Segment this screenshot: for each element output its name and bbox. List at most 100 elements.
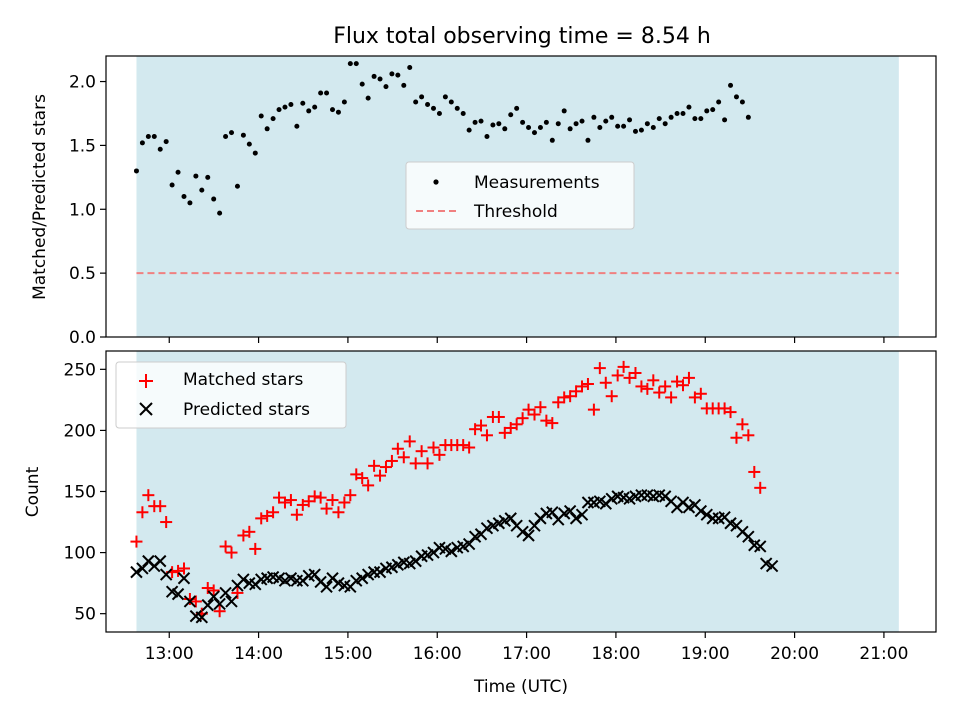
- measurement-point: [430, 105, 436, 111]
- matched-star-point: [587, 403, 600, 416]
- matched-star-point: [629, 366, 642, 379]
- measurement-point: [229, 130, 235, 136]
- measurement-point: [656, 116, 662, 122]
- x-tick-label: 15:00: [323, 644, 372, 664]
- measurement-point: [240, 132, 246, 138]
- matched-star-point: [362, 479, 375, 492]
- measurement-point: [288, 102, 294, 108]
- measurement-point: [133, 168, 139, 174]
- measurement-point: [520, 119, 526, 125]
- bottom-x-axis: 13:00 14:00 15:00 16:00 17:00 18:00 19:00 20:00…: [145, 632, 908, 664]
- measurement-point: [632, 128, 638, 134]
- measurement-point: [502, 126, 508, 132]
- measurement-point: [591, 114, 597, 120]
- matched-star-point: [754, 481, 767, 494]
- measurement-point: [733, 94, 739, 100]
- matched-star-point: [290, 508, 303, 521]
- predicted-star-point: [694, 504, 708, 518]
- measurement-point: [549, 137, 555, 143]
- bottom-y-tick-label: 50: [74, 605, 96, 625]
- matched-star-point: [397, 451, 410, 464]
- measurement-point: [335, 109, 341, 115]
- measurement-point: [686, 104, 692, 110]
- matched-star-point: [154, 500, 167, 513]
- matched-star-point: [576, 380, 589, 393]
- predicted-star-point: [700, 508, 713, 521]
- measurement-point: [484, 133, 490, 139]
- measurement-point: [312, 104, 318, 110]
- x-tick-label: 13:00: [145, 644, 194, 664]
- predicted-star-point: [159, 568, 173, 581]
- matched-star-point: [510, 418, 523, 431]
- matched-star-point: [641, 382, 654, 395]
- top-y-axis-label: Matched/Predicted stars: [30, 94, 50, 300]
- matched-star-point: [742, 429, 755, 442]
- measurement-point: [739, 99, 745, 105]
- matched-star-point: [635, 380, 648, 393]
- top-legend: Measurements Threshold: [405, 161, 635, 230]
- bottom-y-axis-label: Count: [23, 466, 43, 517]
- measurements-series: [133, 61, 751, 216]
- matched-star-point: [314, 491, 327, 504]
- measurement-point: [442, 94, 448, 100]
- measurement-point: [466, 127, 472, 133]
- measurement-point: [531, 130, 537, 136]
- matched-star-point: [677, 379, 690, 392]
- measurement-point: [264, 126, 270, 132]
- measurement-point: [223, 133, 229, 139]
- measurement-point: [526, 125, 532, 131]
- measurement-point: [139, 140, 145, 146]
- measurements-legend-marker: [433, 179, 439, 185]
- predicted-star-point: [754, 540, 767, 553]
- measurement-point: [650, 125, 656, 131]
- threshold-legend-label: Threshold: [473, 202, 558, 222]
- measurement-point: [609, 114, 615, 120]
- measurement-point: [347, 61, 353, 67]
- top-y-tick-label: 0.0: [69, 328, 96, 348]
- predicted-star-point: [356, 572, 369, 585]
- matched-star-point: [308, 490, 321, 503]
- matched-star-point: [356, 472, 369, 485]
- matched-star-point: [177, 562, 190, 575]
- matched-star-point: [403, 435, 416, 448]
- matched-star-point: [320, 502, 333, 515]
- measurement-point: [211, 196, 217, 202]
- x-tick-label: 17:00: [502, 644, 551, 664]
- bottom-panel: 50 100 150 200 250 13:00 14:00 15:00 16:00 17:00…: [23, 350, 937, 697]
- matched-star-point: [332, 506, 345, 519]
- matched-star-point: [475, 419, 488, 432]
- matched-star-point: [605, 390, 618, 403]
- matched-star-point: [433, 448, 446, 461]
- matched-legend-label: Matched stars: [183, 370, 303, 390]
- measurement-point: [496, 121, 502, 127]
- matched-star-point: [136, 506, 149, 519]
- measurement-point: [472, 119, 478, 125]
- x-tick-label: 20:00: [770, 644, 819, 664]
- measurement-point: [662, 121, 668, 127]
- matched-star-point: [694, 387, 707, 400]
- measurement-point: [716, 99, 722, 105]
- matched-star-point: [225, 546, 238, 559]
- matched-star-point: [457, 439, 470, 452]
- predicted-star-point: [516, 525, 529, 539]
- predicted-star-point: [201, 598, 214, 612]
- measurement-point: [579, 118, 585, 124]
- measurement-point: [282, 104, 288, 110]
- matched-star-point: [391, 442, 404, 455]
- measurement-point: [448, 99, 454, 105]
- measurement-point: [627, 117, 633, 123]
- matched-star-point: [243, 525, 256, 538]
- measurement-point: [698, 116, 704, 122]
- matched-star-point: [724, 406, 737, 419]
- matched-star-point: [730, 431, 743, 444]
- measurement-point: [407, 64, 413, 70]
- x-tick-label: 21:00: [859, 644, 908, 664]
- measurement-point: [330, 107, 336, 113]
- predicted-star-point: [320, 580, 333, 594]
- measurement-point: [187, 200, 193, 206]
- measurement-point: [199, 187, 205, 193]
- matched-star-point: [213, 605, 226, 618]
- predicted-legend-label: Predicted stars: [183, 400, 310, 420]
- predicted-star-point: [219, 586, 232, 600]
- bottom-y-tick-label: 200: [64, 421, 96, 441]
